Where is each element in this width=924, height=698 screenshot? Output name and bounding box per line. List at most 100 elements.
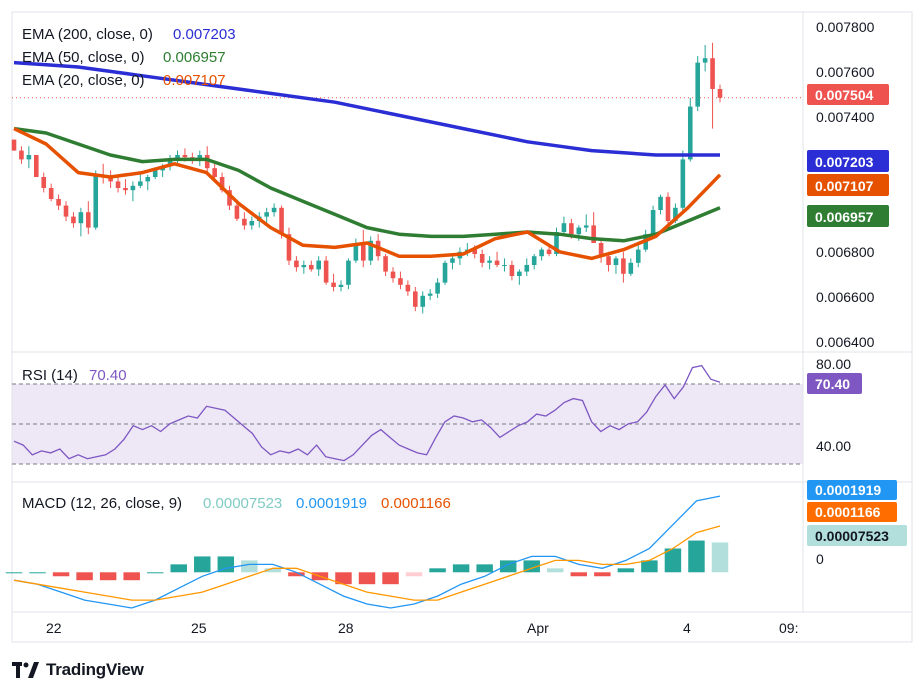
candle-body [346,260,351,285]
candle-body [598,243,604,257]
candle-body [212,168,217,177]
signal-value-tag-text: 0.0001166 [815,504,881,520]
candle-body [19,150,24,160]
candle-body [130,185,136,191]
macd-histogram-bar [241,560,258,573]
ema20-legend-value: 0.007107 [163,72,226,89]
candle-body [294,260,299,268]
macd-legend-macd: 0.0001919 [296,495,367,512]
macd-histogram-bar [664,548,682,573]
candle-body [680,159,686,208]
price-tick: 0.007600 [816,64,875,80]
ema200-tag [807,150,889,172]
candle-body [546,249,552,254]
candle-body [316,260,321,270]
ema20-tag [807,174,889,196]
candle-body [227,190,232,206]
rsi-legend-label: RSI (14) [22,367,78,384]
candle-body [138,181,143,186]
candle-body [502,265,507,266]
candle-body [420,295,426,307]
macd-histogram-bar [76,572,93,581]
macd-histogram-bar [641,560,658,573]
candle-body [145,177,151,182]
macd-value-tag-text: 0.0001919 [815,482,881,498]
rsi-legend-value: 70.40 [89,367,127,384]
time-axis[interactable]: 22 25 28 Apr 4 09: [46,620,798,636]
candle-body [286,234,292,261]
candle-body [635,249,641,263]
candle-body [26,155,32,160]
ema200-line [13,60,720,157]
candle-body [182,155,188,158]
candle-body [271,207,277,213]
candle-body [175,155,180,160]
candle-body [413,291,418,307]
candle-body [63,205,69,217]
macd-histogram-bar [476,564,493,573]
macd-histogram-bar [688,540,705,573]
ema50-legend-value: 0.006957 [163,49,226,66]
macd-histogram-bar [146,572,164,574]
macd-histogram-bar [594,572,611,577]
price-tick: 0.006400 [816,334,875,350]
candle-body [494,260,500,265]
candle-body [323,260,329,283]
candle-body [561,223,567,232]
macd-histogram-bar [499,560,517,573]
candle-body [93,174,99,228]
macd-histogram-bar [123,572,140,581]
macd-legend-signal: 0.0001166 [381,495,451,512]
rsi-tick: 80.00 [816,356,851,372]
price-tick: 0.006800 [816,244,875,260]
macd-histogram-bar [5,572,23,574]
candle-body [509,265,515,276]
ema50-legend-label: EMA (50, close, 0) [22,49,145,66]
candle-body [71,216,76,224]
histogram-value-tag [807,525,907,546]
candle-body [301,265,307,268]
histogram-value-tag-text: 0.00007523 [815,528,889,544]
time-label: Apr [527,620,549,636]
rsi-axis[interactable]: 80.00 40.00 70.40 [807,356,862,454]
macd-legend-hist: 0.00007523 [203,495,282,512]
candle-body [41,177,47,188]
signal-value-tag [807,502,897,522]
candle-body [427,293,433,296]
macd-axis[interactable]: 0.0001919 0.0001166 0.00007523 0 [807,480,907,567]
macd-histogram-bar [288,572,305,577]
rsi-tick: 40.00 [816,438,851,454]
candle-body [152,170,158,177]
candle-body [583,225,589,228]
ema50-line [13,126,721,243]
candle-body [219,177,225,191]
candle-body [658,196,663,210]
candle-body [442,262,448,283]
macd-value-tag [807,480,897,500]
rsi-line [13,364,721,462]
candle-body [383,256,388,272]
price-tick: 0.006600 [816,289,875,305]
candles-layer[interactable] [11,42,723,314]
ema50-tag-text: 0.006957 [815,209,874,225]
rsi-legend: RSI (14) 70.40 [22,367,127,384]
rsi-value-tag [807,373,862,394]
ema20-legend-label: EMA (20, close, 0) [22,72,145,89]
chart-frame [11,11,913,643]
candle-body [234,205,240,219]
ema200-tag-text: 0.007203 [815,154,874,170]
macd-histogram-bar [711,542,729,573]
tradingview-brand[interactable]: TradingView [12,658,144,682]
candle-body [591,225,596,243]
signal-line [13,525,721,601]
candle-body [539,249,544,257]
last-price-tag [807,84,889,105]
candle-body [353,243,359,261]
candle-body [576,227,582,235]
macd-histogram-bar [335,572,352,585]
candle-body [717,89,723,98]
candle-body [613,258,619,265]
price-axis[interactable]: 0.007800 0.007600 0.007400 0.006800 0.00… [816,19,875,350]
